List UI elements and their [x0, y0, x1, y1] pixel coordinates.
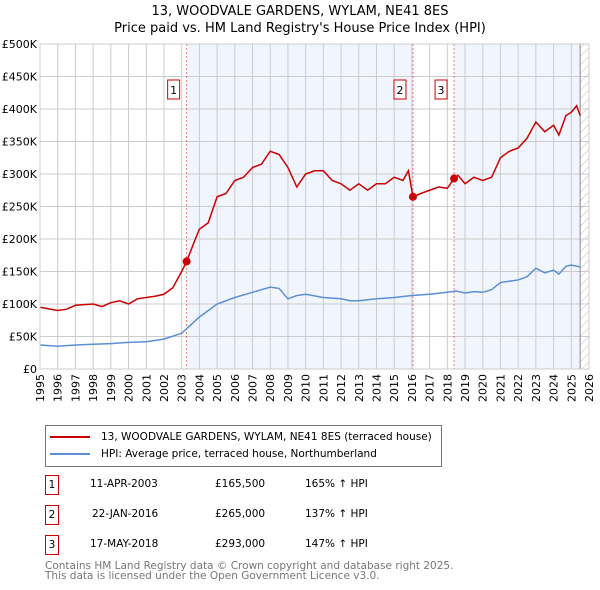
x-tick-label: 2014 — [370, 374, 383, 402]
x-tick-label: 2010 — [300, 374, 313, 402]
x-tick-label: 2008 — [264, 374, 277, 402]
y-tick-label: £150K — [2, 266, 38, 279]
y-tick-label: £50K — [9, 331, 38, 344]
plot-area: 1995 1996 1997 1998 1999 2000 2001 2002 2003 2004… — [2, 38, 596, 402]
sale-point — [408, 192, 417, 201]
x-tick-label: 2001 — [140, 374, 153, 402]
sale-label: 2 — [396, 84, 403, 97]
x-tick-label: 2022 — [512, 374, 525, 402]
x-tick-label: 2009 — [282, 374, 295, 402]
x-tick-label: 1997 — [69, 374, 82, 402]
legend-label: 13, WOODVALE GARDENS, WYLAM, NE41 8ES (t… — [101, 431, 432, 443]
legend-swatch-red — [50, 436, 90, 438]
x-tick-label: 2018 — [441, 374, 454, 402]
plot-border — [39, 43, 590, 370]
y-tick-label: £350K — [2, 136, 38, 149]
x-tick-label: 2020 — [477, 374, 490, 402]
sale-row: 3 17-MAY-2018 £293,000 147% ↑ HPI — [45, 535, 445, 555]
y-tick-label: £100K — [2, 298, 38, 311]
legend-item-property: 13, WOODVALE GARDENS, WYLAM, NE41 8ES (t… — [50, 429, 432, 445]
x-tick-label: 2019 — [459, 374, 472, 402]
x-tick-label: 2007 — [247, 374, 260, 402]
sale-hpi: 147% ↑ HPI — [305, 538, 368, 550]
sale-label-box — [393, 79, 407, 100]
x-tick-label: 2012 — [335, 374, 348, 402]
x-tick-label: 1999 — [105, 374, 118, 402]
legend-label: HPI: Average price, terraced house, Nort… — [101, 448, 377, 460]
sale-point — [182, 257, 191, 266]
x-tick-label: 2021 — [494, 374, 507, 402]
x-tick-label: 2013 — [353, 374, 366, 402]
y-tick-label: £450K — [2, 71, 38, 84]
sale-hpi: 165% ↑ HPI — [305, 478, 368, 490]
y-tick-label: £500K — [2, 38, 38, 51]
x-tick-label: 2025 — [565, 374, 578, 402]
footer-copyright: Contains HM Land Registry data © Crown c… — [45, 560, 454, 572]
series-line — [39, 264, 581, 348]
sale-price: £293,000 — [215, 538, 266, 550]
x-tick-label: 2004 — [193, 374, 206, 402]
footer: Contains HM Land Registry data © Crown c… — [45, 560, 454, 582]
x-tick-label: 2005 — [211, 374, 224, 402]
legend-swatch-blue — [50, 453, 90, 455]
sale-date: 22-JAN-2016 — [92, 508, 159, 520]
sale-hpi: 137% ↑ HPI — [305, 508, 368, 520]
x-tick-label: 2017 — [424, 374, 437, 402]
sale-date: 17-MAY-2018 — [90, 538, 159, 550]
x-tick-label: 2026 — [583, 374, 596, 402]
y-tick-label: £400K — [2, 103, 38, 116]
x-tick-label: 2016 — [406, 374, 419, 402]
sale-label: 3 — [438, 84, 445, 97]
x-tick-label: 2011 — [317, 374, 330, 402]
y-tick-label: £200K — [2, 233, 38, 246]
sale-date: 11-APR-2003 — [90, 478, 158, 490]
sale-marker-badge: 1 — [45, 475, 59, 495]
footer-licence: This data is licensed under the Open Gov… — [45, 570, 380, 582]
series-line — [39, 104, 581, 312]
sale-marker-badge: 2 — [45, 505, 59, 525]
y-tick-label: £0 — [23, 363, 37, 376]
chart-title: 13, WOODVALE GARDENS, WYLAM, NE41 8ES — [151, 4, 449, 19]
sale-marker-badge: 3 — [45, 535, 59, 555]
sale-label: 1 — [170, 84, 177, 97]
chart-subtitle: Price paid vs. HM Land Registry's House … — [114, 21, 486, 36]
x-tick-label: 2002 — [158, 374, 171, 402]
x-tick-label: 2006 — [229, 374, 242, 402]
x-tick-label: 1996 — [52, 374, 65, 402]
x-tick-label: 2024 — [548, 374, 561, 402]
x-tick-label: 2003 — [176, 374, 189, 402]
sale-price: £165,500 — [215, 478, 266, 490]
x-tick-label: 2000 — [123, 374, 136, 402]
legend: 13, WOODVALE GARDENS, WYLAM, NE41 8ES (t… — [45, 425, 442, 467]
x-tick-label: 2023 — [530, 374, 543, 402]
sale-row: 1 11-APR-2003 £165,500 165% ↑ HPI — [45, 475, 445, 495]
sale-row: 2 22-JAN-2016 £265,000 137% ↑ HPI — [45, 505, 445, 525]
sale-label-box — [434, 79, 448, 100]
x-tick-label: 1995 — [34, 374, 47, 402]
y-tick-label: £300K — [2, 168, 38, 181]
sale-label-box — [167, 79, 181, 100]
legend-item-hpi: HPI: Average price, terraced house, Nort… — [50, 446, 377, 462]
sale-price: £265,000 — [215, 508, 266, 520]
sale-point — [450, 174, 459, 183]
x-tick-label: 1998 — [87, 374, 100, 402]
y-tick-label: £250K — [2, 201, 38, 214]
x-tick-label: 2015 — [388, 374, 401, 402]
